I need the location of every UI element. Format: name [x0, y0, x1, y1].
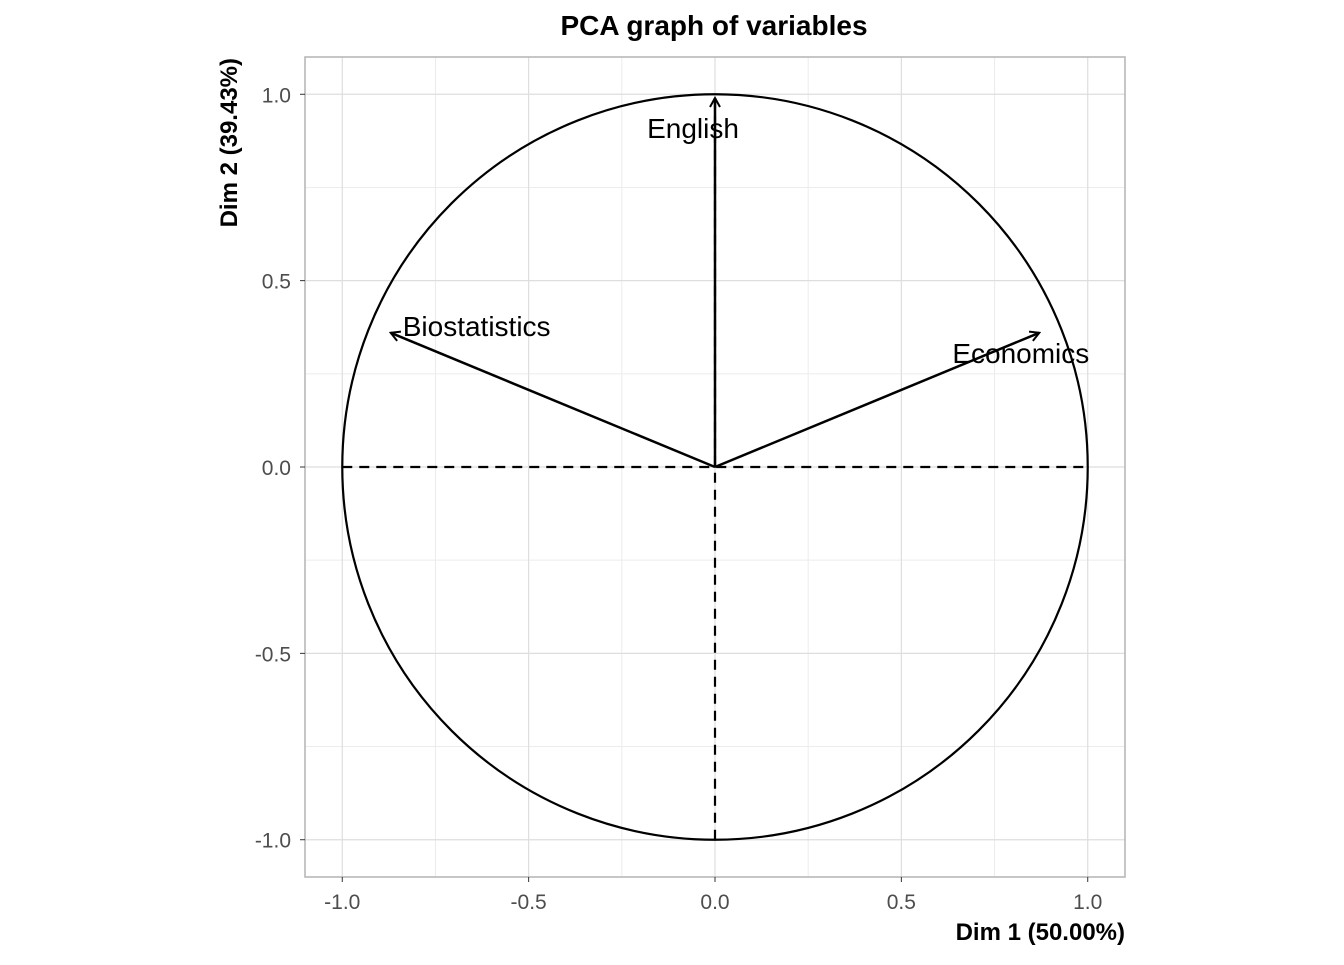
correlation-circle	[341, 93, 1089, 841]
y-tick-label: 0.5	[262, 271, 291, 294]
tick-labels: -1.0 -0.5 0.0 0.5 1.0 -1.0 -0.5 0.0 0.5 1.0	[255, 84, 1103, 914]
y-axis-title: Dim 2 (39.43%)	[216, 58, 243, 227]
variable-label-biostatistics: Biostatistics	[403, 311, 551, 342]
y-tick-label: 0.0	[262, 457, 291, 480]
x-tick-label: -0.5	[511, 891, 547, 914]
variable-label-english: English	[647, 113, 739, 144]
x-axis-title: Dim 1 (50.00%)	[956, 919, 1125, 946]
x-tick-label: -1.0	[324, 891, 360, 914]
variable-arrows: English Biostatistics Economics	[391, 98, 1089, 469]
variable-label-economics: Economics	[952, 338, 1089, 369]
arrow-biostatistics	[391, 333, 716, 469]
arrow-economics	[714, 333, 1039, 469]
x-tick-label: 1.0	[1073, 891, 1102, 914]
y-tick-label: -1.0	[255, 830, 291, 853]
y-tick-label: 1.0	[262, 84, 291, 107]
x-tick-label: 0.0	[700, 891, 729, 914]
x-tick-label: 0.5	[887, 891, 916, 914]
y-tick-label: -0.5	[255, 643, 291, 666]
chart-title: PCA graph of variables	[560, 10, 867, 41]
